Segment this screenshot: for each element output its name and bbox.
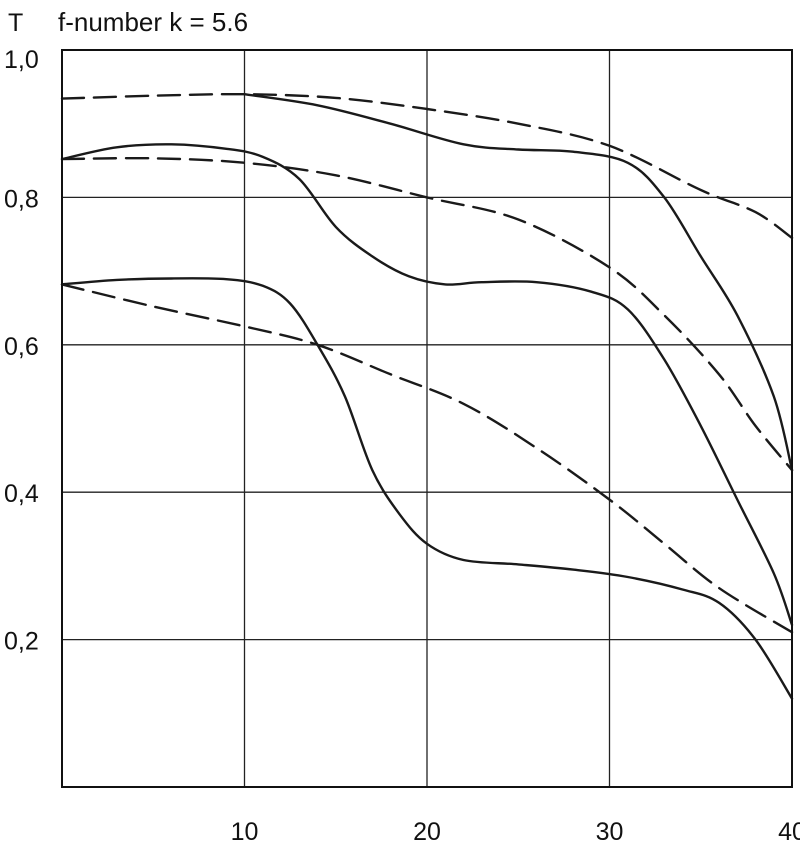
x-tick-label: 40 — [778, 818, 800, 843]
solid-series-line-6 — [60, 277, 794, 700]
dashed-series-line-5 — [60, 283, 794, 634]
y-axis-label: T — [8, 9, 23, 37]
dashed-series-line-3 — [60, 156, 794, 472]
plot-border — [61, 49, 793, 788]
grid-lines — [62, 50, 792, 787]
chart-title: f-number k = 5.6 — [58, 7, 248, 37]
x-tick-label: 30 — [596, 818, 624, 843]
x-tick-label: 10 — [231, 818, 259, 843]
y-tick-label: 1,0 — [4, 46, 39, 74]
x-tick-label: 20 — [413, 818, 441, 843]
tick-labels: 10 20 30 40 0,2 0,4 0,6 0,8 1,0 — [4, 46, 800, 843]
solid-series-line-2 — [243, 93, 794, 472]
series-lines — [60, 92, 794, 700]
y-tick-label: 0,2 — [4, 628, 39, 656]
solid-series-line-4 — [60, 143, 794, 627]
dashed-series-line-1 — [60, 92, 794, 240]
y-tick-label: 0,4 — [4, 480, 39, 508]
y-tick-label: 0,6 — [4, 333, 39, 361]
y-tick-label: 0,8 — [4, 185, 39, 213]
